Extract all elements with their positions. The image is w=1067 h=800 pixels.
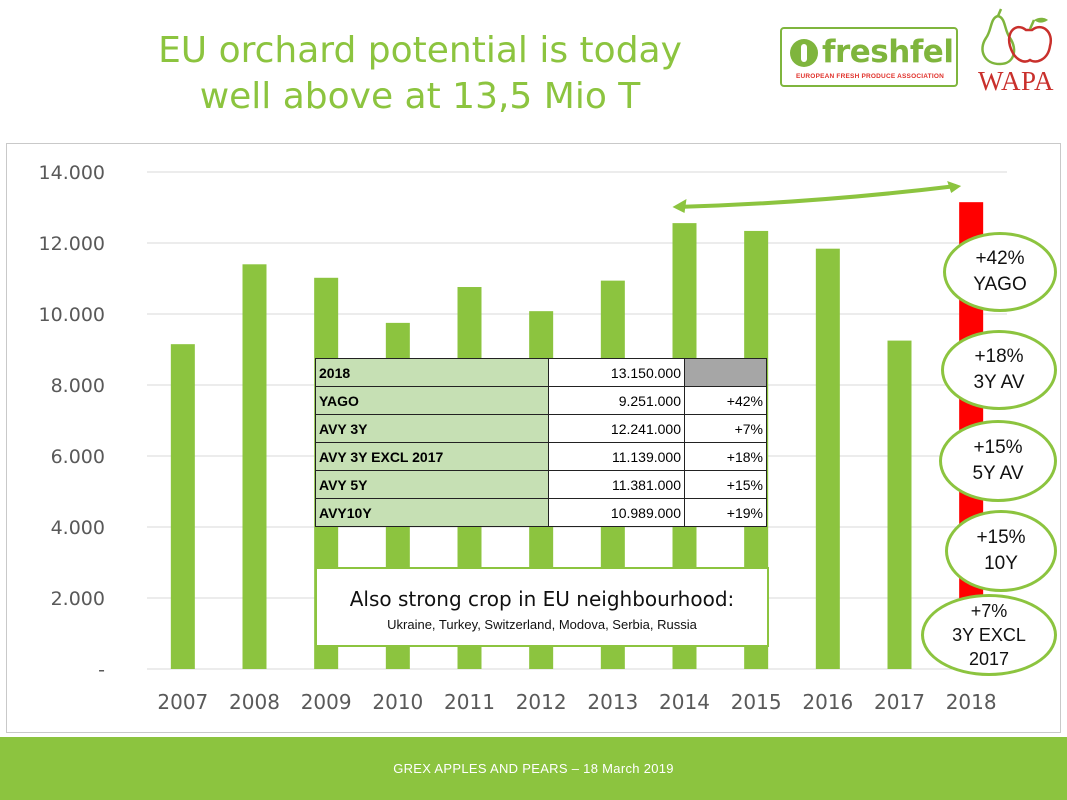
footer-bar: GREX APPLES AND PEARS – 18 March 2019 (0, 737, 1067, 800)
pear-apple-icon (981, 8, 1053, 66)
y-tick-label: 4.000 (51, 517, 105, 539)
freshfel-tagline: EUROPEAN FRESH PRODUCE ASSOCIATION (795, 73, 944, 80)
bubble-line: 2017 (968, 649, 1010, 669)
bubble-10y: +15% 10Y (945, 510, 1057, 592)
title-line-1: EU orchard potential is today (158, 30, 682, 71)
neighbourhood-box: Also strong crop in EU neighbourhood: Uk… (315, 567, 769, 647)
range-arrow (676, 184, 957, 209)
stats-value: 11.381.000 (548, 470, 685, 499)
stats-row: 2018 13.150.000 (315, 358, 767, 387)
wapa-logo: WAPA (968, 8, 1064, 98)
bubble-line: +42% (975, 248, 1025, 269)
stats-row: AVY10Y 10.989.000 +19% (315, 498, 767, 527)
bubble-yago: +42% YAGO (943, 232, 1057, 312)
stats-value: 10.989.000 (548, 498, 685, 527)
stats-value: 13.150.000 (548, 358, 685, 387)
footer-text: GREX APPLES AND PEARS – 18 March 2019 (393, 761, 674, 776)
arrow-head-left-icon (672, 199, 687, 213)
wapa-name: WAPA (977, 66, 1055, 96)
stats-label: AVY 5Y (315, 470, 549, 499)
bubble-3y-av: +18% 3Y AV (941, 330, 1057, 410)
bubble-line: 5Y AV (972, 463, 1024, 484)
x-tick-label: 2010 (372, 690, 423, 714)
x-tick-label: 2015 (731, 690, 782, 714)
neighbourhood-countries: Ukraine, Turkey, Switzerland, Modova, Se… (387, 617, 697, 632)
bubble-line: 3Y EXCL (952, 625, 1026, 645)
x-tick-label: 2017 (874, 690, 925, 714)
bubble-line: YAGO (973, 274, 1027, 295)
y-tick-label: 14.000 (39, 162, 105, 184)
arrow-head-right-icon (947, 181, 962, 193)
stats-row: AVY 3Y 12.241.000 +7% (315, 414, 767, 443)
neighbourhood-title: Also strong crop in EU neighbourhood: (349, 587, 735, 611)
stats-label: AVY10Y (315, 498, 549, 527)
bar-2007 (170, 344, 195, 669)
x-tick-label: 2012 (516, 690, 567, 714)
bubble-line: +15% (976, 527, 1026, 548)
x-tick-label: 2014 (659, 690, 710, 714)
x-tick-label: 2018 (946, 690, 997, 714)
stats-value: 9.251.000 (548, 386, 685, 415)
slide-title: EU orchard potential is today well above… (100, 28, 740, 120)
x-tick-label: 2008 (229, 690, 280, 714)
x-tick-label: 2009 (301, 690, 352, 714)
y-tick-label: 6.000 (51, 446, 105, 468)
stats-value: 12.241.000 (548, 414, 685, 443)
stats-change: +18% (684, 442, 767, 471)
bar-2008 (242, 264, 267, 669)
stats-value: 11.139.000 (548, 442, 685, 471)
freshfel-name: freshfel (822, 34, 954, 70)
stats-row: AVY 3Y EXCL 2017 11.139.000 +18% (315, 442, 767, 471)
bubble-line: +7% (970, 601, 1008, 621)
stats-label: AVY 3Y EXCL 2017 (315, 442, 549, 471)
bar-2017 (887, 340, 912, 669)
bubble-line: +15% (973, 437, 1023, 458)
freshfel-logo: freshfel EUROPEAN FRESH PRODUCE ASSOCIAT… (780, 27, 958, 87)
stats-change: +15% (684, 470, 767, 499)
x-tick-label: 2011 (444, 690, 495, 714)
stats-change (684, 358, 767, 387)
stats-label: YAGO (315, 386, 549, 415)
bubble-line: +18% (974, 346, 1024, 367)
title-line-2: well above at 13,5 Mio T (199, 76, 641, 117)
x-tick-label: 2013 (587, 690, 638, 714)
y-tick-label: 12.000 (39, 233, 105, 255)
y-tick-label: - (98, 659, 105, 681)
stats-label: AVY 3Y (315, 414, 549, 443)
x-tick-label: 2016 (802, 690, 853, 714)
bubble-line: 10Y (984, 553, 1018, 574)
stats-row: AVY 5Y 11.381.000 +15% (315, 470, 767, 499)
bubble-3y-excl-2017: +7% 3Y EXCL 2017 (921, 594, 1057, 676)
y-tick-label: 2.000 (51, 588, 105, 610)
y-tick-label: 8.000 (51, 375, 105, 397)
stats-change: +19% (684, 498, 767, 527)
bubble-line: 3Y AV (973, 372, 1025, 393)
stats-row: YAGO 9.251.000 +42% (315, 386, 767, 415)
freshfel-mark-icon (790, 39, 818, 67)
stats-table: 2018 13.150.000 YAGO 9.251.000 +42% AVY 3Y 12.… (315, 358, 767, 527)
stats-change: +7% (684, 414, 767, 443)
x-tick-label: 2007 (157, 690, 208, 714)
stats-label: 2018 (315, 358, 549, 387)
y-tick-label: 10.000 (39, 304, 105, 326)
bar-2016 (815, 248, 840, 669)
stats-change: +42% (684, 386, 767, 415)
bubble-5y-av: +15% 5Y AV (939, 420, 1057, 502)
